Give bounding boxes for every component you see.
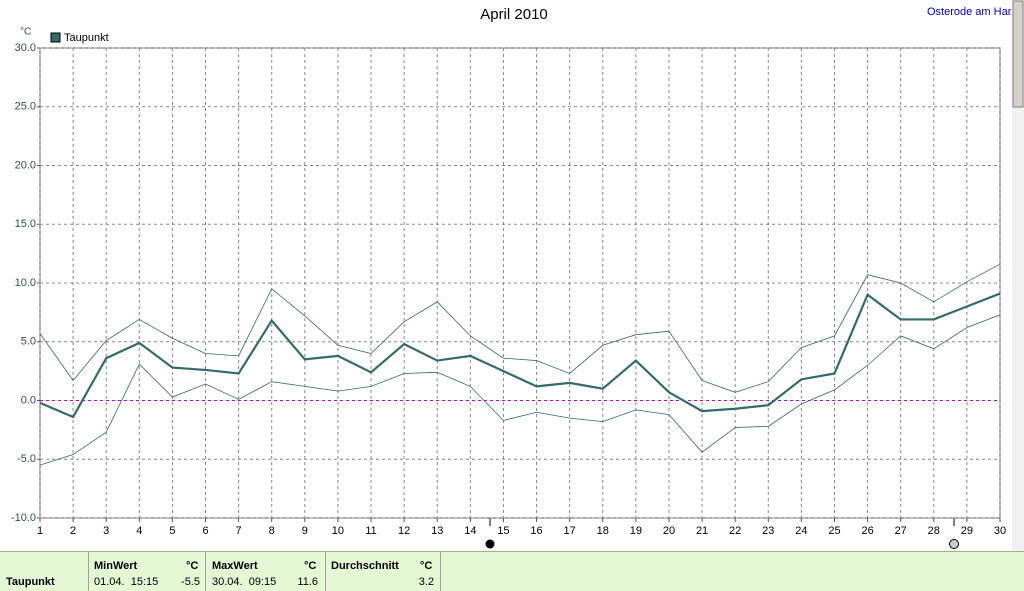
x-tick-label: 28	[928, 525, 940, 537]
x-tick-label: 16	[530, 525, 542, 537]
separator	[205, 552, 206, 591]
moon-icon	[485, 539, 495, 549]
location: Osterode am Harz	[927, 6, 1017, 18]
header: °C	[304, 560, 317, 572]
y-tick-label: 0.0	[21, 394, 36, 406]
header: MinWert	[94, 560, 138, 572]
y-tick-label: 5.0	[21, 336, 36, 348]
x-tick-label: 27	[895, 525, 907, 537]
y-tick-label: -10.0	[11, 512, 36, 524]
cell: -5.5	[181, 576, 200, 588]
series-line	[39, 292, 1001, 419]
moon-icon	[949, 539, 959, 549]
x-tick-label: 11	[365, 525, 376, 537]
cell: 30.04. 09:15	[212, 576, 277, 588]
x-tick-label: 24	[795, 525, 807, 537]
cell: 11.6	[297, 576, 318, 588]
y-tick-label: 30.0	[15, 42, 36, 54]
scrollbar-thumb[interactable]	[1012, 0, 1024, 108]
location-clip: Osterode am Harz	[927, 6, 1017, 18]
x-tick-label: 30	[994, 525, 1006, 537]
x-tick-label: 14	[464, 525, 476, 537]
x-tick-label: 1	[37, 525, 43, 537]
series-line	[39, 263, 1001, 393]
x-tick-label: 12	[398, 525, 410, 537]
scrollbar[interactable]	[1012, 0, 1024, 551]
summary-table: MinWert °C MaxWert °C Durchschnitt °C Ta…	[0, 551, 1024, 591]
x-tick-label: 13	[431, 525, 443, 537]
x-tick-label: 26	[861, 525, 873, 537]
separator	[440, 552, 441, 591]
x-tick-label: 3	[103, 525, 109, 537]
x-tick-label: 21	[696, 525, 708, 537]
y-tick-label: 10.0	[15, 277, 36, 289]
legend-swatch	[50, 32, 61, 43]
chart-title: April 2010	[480, 6, 548, 23]
y-tick-label: -5.0	[17, 453, 36, 465]
series-line	[39, 314, 1001, 466]
x-tick-label: 19	[630, 525, 642, 537]
y-unit: °C	[20, 27, 31, 38]
x-tick-label: 25	[828, 525, 840, 537]
cell: 01.04. 15:15	[94, 576, 159, 588]
header: MaxWert	[212, 560, 258, 572]
x-tick-label: 6	[202, 525, 208, 537]
x-tick-label: 5	[169, 525, 175, 537]
x-tick-label: 17	[564, 525, 576, 537]
cell: 3.2	[418, 576, 434, 588]
y-tick-label: 15.0	[15, 218, 36, 230]
x-tick-label: 18	[597, 525, 609, 537]
x-tick-label: 20	[663, 525, 675, 537]
x-tick-label: 15	[497, 525, 509, 537]
x-tick-label: 7	[236, 525, 242, 537]
y-tick-label: 25.0	[15, 101, 36, 113]
row-label: Taupunkt	[6, 576, 55, 588]
header: °C	[420, 560, 433, 572]
separator	[325, 552, 326, 591]
x-tick-label: 4	[136, 525, 142, 537]
x-tick-label: 23	[762, 525, 774, 537]
legend-label: Taupunkt	[64, 32, 109, 44]
x-tick-label: 9	[302, 525, 308, 537]
chart: April 2010 Osterode am Harz °C -10.0 -5.0…	[11, 0, 1024, 551]
x-tick-label: 2	[70, 525, 76, 537]
header: Durchschnitt	[331, 560, 399, 572]
x-tick-label: 22	[729, 525, 741, 537]
x-tick-label: 8	[269, 525, 275, 537]
x-tick-label: 29	[961, 525, 973, 537]
y-tick-label: 20.0	[15, 159, 36, 171]
x-tick-label: 10	[332, 525, 344, 537]
separator	[88, 552, 89, 591]
header: °C	[186, 560, 199, 572]
